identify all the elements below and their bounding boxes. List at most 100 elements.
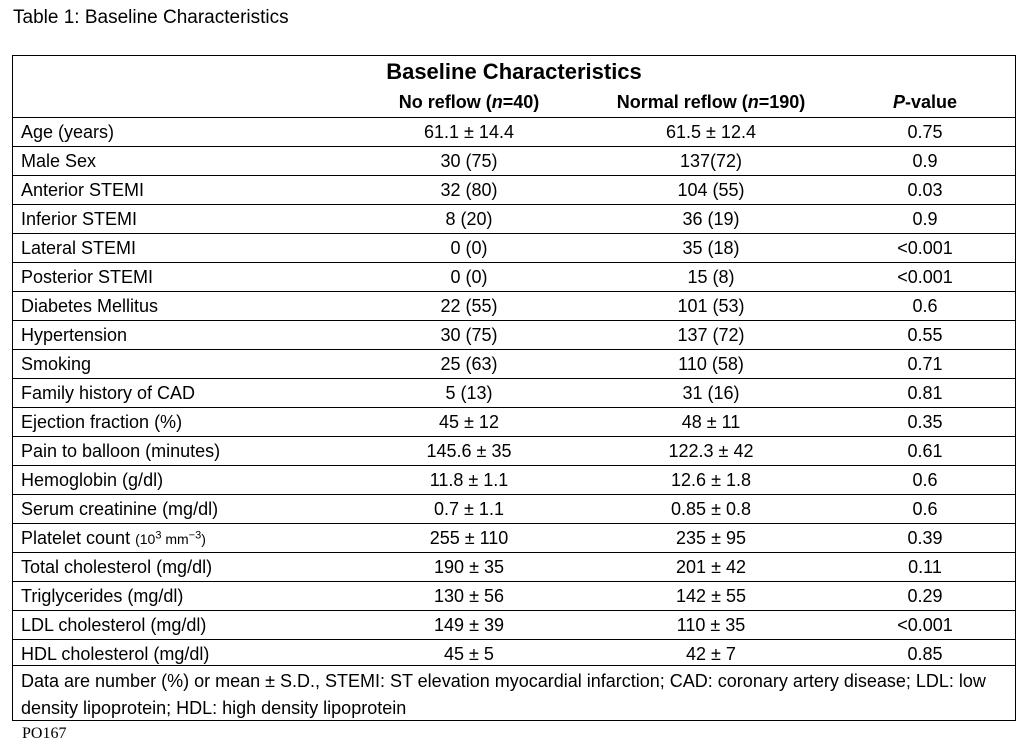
no-reflow-value: 25 (63)	[440, 354, 498, 374]
normal-reflow-value: 48 ± 11	[681, 412, 741, 432]
row-label: Family history of CAD	[21, 383, 196, 403]
no-reflow-value: 149 ± 39	[434, 615, 504, 635]
normal-reflow-value: 0.85 ± 0.8	[671, 499, 751, 519]
table-row: Triglycerides (mg/dl) 130 ± 56 142 ± 55 …	[13, 581, 1015, 610]
no-reflow-value: 190 ± 35	[434, 557, 504, 577]
normal-reflow-value: 137(72)	[679, 151, 743, 171]
row-label: Male Sex	[21, 151, 97, 171]
p-value: 0.29	[907, 586, 943, 606]
normal-reflow-value: 12.6 ± 1.8	[671, 470, 751, 490]
p-value: <0.001	[897, 615, 953, 635]
no-reflow-value: 45 ± 12	[439, 412, 499, 432]
table-row: Serum creatinine (mg/dl) 0.7 ± 1.1 0.85 …	[13, 494, 1015, 523]
row-label: Posterior STEMI	[21, 267, 154, 287]
no-reflow-value: 0 (0)	[450, 267, 488, 287]
normal-reflow-value: 42 ± 7	[686, 644, 736, 664]
no-reflow-value: 0 (0)	[450, 238, 488, 258]
table-row: LDL cholesterol (mg/dl) 149 ± 39 110 ± 3…	[13, 610, 1015, 639]
normal-reflow-value: 61.5 ± 12.4	[666, 122, 756, 142]
row-label: Total cholesterol (mg/dl)	[21, 557, 213, 577]
header-no-reflow: No reflow (n=40)	[398, 92, 540, 112]
p-value: 0.61	[907, 441, 943, 461]
p-value: 0.9	[912, 151, 938, 171]
no-reflow-value: 22 (55)	[440, 296, 498, 316]
row-label: Inferior STEMI	[21, 209, 138, 229]
normal-reflow-value: 235 ± 95	[676, 528, 746, 548]
p-value: 0.55	[907, 325, 943, 345]
no-reflow-value: 8 (20)	[445, 209, 493, 229]
no-reflow-value: 30 (75)	[440, 325, 498, 345]
no-reflow-value: 30 (75)	[440, 151, 498, 171]
table-row: Inferior STEMI 8 (20) 36 (19) 0.9	[13, 204, 1015, 233]
normal-reflow-value: 142 ± 55	[676, 586, 746, 606]
row-label: HDL cholesterol (mg/dl)	[21, 644, 210, 664]
normal-reflow-value: 35 (18)	[682, 238, 740, 258]
normal-reflow-value: 101 (53)	[677, 296, 745, 316]
no-reflow-value: 45 ± 5	[444, 644, 494, 664]
table-row: Anterior STEMI 32 (80) 104 (55) 0.03	[13, 175, 1015, 204]
row-label: Age (years)	[21, 122, 115, 142]
p-value: 0.9	[912, 209, 938, 229]
table-footnote: Data are number (%) or mean ± S.D., STEM…	[13, 665, 1015, 721]
normal-reflow-value: 104 (55)	[677, 180, 745, 200]
p-value: 0.71	[907, 354, 943, 374]
no-reflow-value: 61.1 ± 14.4	[424, 122, 514, 142]
table-row: Posterior STEMI 0 (0) 15 (8) <0.001	[13, 262, 1015, 291]
row-label: Platelet count (103 mm−3)	[21, 528, 206, 548]
no-reflow-value: 255 ± 110	[429, 528, 509, 548]
table-row: Smoking 25 (63) 110 (58) 0.71	[13, 349, 1015, 378]
normal-reflow-value: 31 (16)	[682, 383, 740, 403]
p-value: 0.85	[907, 644, 943, 664]
no-reflow-value: 145.6 ± 35	[426, 441, 512, 461]
row-label: Diabetes Mellitus	[21, 296, 159, 316]
table-row: Family history of CAD 5 (13) 31 (16) 0.8…	[13, 378, 1015, 407]
normal-reflow-value: 137 (72)	[677, 325, 745, 345]
row-label: Lateral STEMI	[21, 238, 137, 258]
table-row: Diabetes Mellitus 22 (55) 101 (53) 0.6	[13, 291, 1015, 320]
normal-reflow-value: 36 (19)	[682, 209, 740, 229]
no-reflow-value: 130 ± 56	[434, 586, 504, 606]
row-label: Hypertension	[21, 325, 128, 345]
p-value: 0.03	[907, 180, 943, 200]
table-row: HDL cholesterol (mg/dl) 45 ± 5 42 ± 7 0.…	[13, 639, 1015, 668]
p-value: 0.35	[907, 412, 943, 432]
table-row: Age (years) 61.1 ± 14.4 61.5 ± 12.4 0.75	[13, 117, 1015, 146]
table-row: Ejection fraction (%) 45 ± 12 48 ± 11 0.…	[13, 407, 1015, 436]
row-label: Ejection fraction (%)	[21, 412, 183, 432]
no-reflow-value: 5 (13)	[445, 383, 493, 403]
baseline-table: Baseline Characteristics No reflow (n=40…	[12, 55, 1016, 721]
table-row: Platelet count (103 mm−3) 255 ± 110 235 …	[13, 523, 1015, 552]
table-caption: Table 1: Baseline Characteristics	[13, 7, 289, 28]
p-value: 0.6	[912, 499, 938, 519]
table-row: Total cholesterol (mg/dl) 190 ± 35 201 ±…	[13, 552, 1015, 581]
row-label: Anterior STEMI	[21, 180, 145, 200]
table-header-row: No reflow (n=40) Normal reflow (n=190) P…	[13, 88, 1015, 117]
no-reflow-value: 32 (80)	[440, 180, 498, 200]
p-value: 0.6	[912, 296, 938, 316]
normal-reflow-value: 110 (58)	[678, 354, 744, 374]
row-label: Triglycerides (mg/dl)	[21, 586, 184, 606]
no-reflow-value: 0.7 ± 1.1	[434, 499, 504, 519]
header-p-value: P-value	[892, 92, 958, 112]
header-normal-reflow: Normal reflow (n=190)	[616, 92, 806, 112]
normal-reflow-value: 201 ± 42	[676, 557, 746, 577]
table-title: Baseline Characteristics	[386, 59, 642, 84]
table-row: Pain to balloon (minutes) 145.6 ± 35 122…	[13, 436, 1015, 465]
p-value: <0.001	[897, 267, 953, 287]
table-row: Male Sex 30 (75) 137(72) 0.9	[13, 146, 1015, 175]
p-value: 0.75	[907, 122, 943, 142]
p-value: 0.11	[908, 557, 942, 577]
normal-reflow-value: 122.3 ± 42	[668, 441, 754, 461]
table-row: Hypertension 30 (75) 137 (72) 0.55	[13, 320, 1015, 349]
row-label: Smoking	[21, 354, 92, 374]
row-label: Serum creatinine (mg/dl)	[21, 499, 219, 519]
p-value: 0.81	[907, 383, 943, 403]
row-label: Hemoglobin (g/dl)	[21, 470, 164, 490]
p-value: 0.39	[907, 528, 943, 548]
p-value: 0.6	[912, 470, 938, 490]
normal-reflow-value: 110 ± 35	[676, 615, 746, 635]
table-row: Lateral STEMI 0 (0) 35 (18) <0.001	[13, 233, 1015, 262]
row-label: LDL cholesterol (mg/dl)	[21, 615, 207, 635]
page-tag: PO167	[22, 725, 67, 742]
p-value: <0.001	[897, 238, 953, 258]
